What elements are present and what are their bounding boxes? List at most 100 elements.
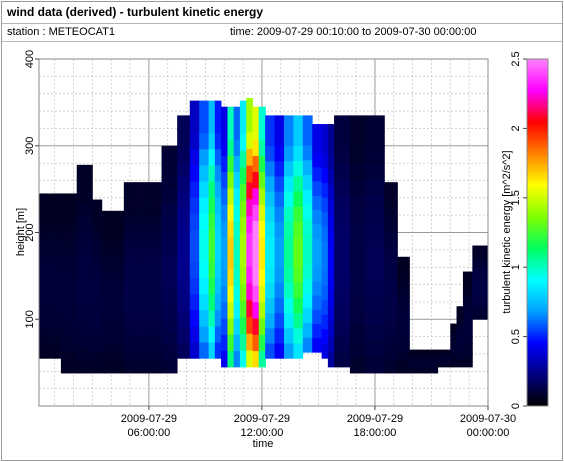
heatmap-cell [475, 305, 480, 311]
heatmap-cell [321, 197, 326, 213]
heatmap-cell [324, 167, 329, 184]
heatmap-cell [353, 260, 357, 277]
heatmap-cell [472, 314, 476, 320]
heatmap-cell [79, 177, 84, 192]
heatmap-cell [101, 251, 106, 262]
heatmap-cell [101, 312, 106, 323]
heatmap-cell [233, 155, 238, 173]
heatmap-cell [343, 194, 348, 211]
heatmap-cell [393, 277, 398, 290]
heatmap-cell [268, 312, 272, 329]
heatmap-cell [189, 116, 194, 134]
heatmap-cell [378, 212, 382, 229]
heatmap-cell [415, 367, 420, 370]
heatmap-cell [123, 182, 128, 195]
heatmap-cell [51, 203, 56, 215]
heatmap-cell [418, 365, 423, 368]
data-column [312, 124, 323, 353]
heatmap-cell [174, 159, 178, 175]
heatmap-cell [57, 244, 62, 256]
heatmap-cell [365, 276, 370, 293]
heatmap-cell [425, 368, 429, 371]
heatmap-cell [371, 212, 376, 229]
heatmap-cell [428, 364, 432, 367]
heatmap-cell [95, 351, 100, 363]
heatmap-cell [152, 253, 156, 267]
heatmap-cell [98, 362, 103, 374]
data-column [246, 98, 253, 368]
heatmap-cell [51, 193, 56, 205]
data-column [462, 271, 473, 368]
heatmap-cell [39, 214, 43, 225]
heatmap-cell [123, 241, 128, 255]
heatmap-cell [378, 131, 382, 148]
heatmap-cell [440, 358, 445, 360]
heatmap-cell [475, 259, 480, 265]
heatmap-cell [186, 206, 191, 223]
heatmap-cell [321, 167, 326, 184]
data-column [327, 124, 335, 368]
heatmap-cell [478, 296, 483, 302]
heatmap-cell [409, 351, 413, 353]
heatmap-cell [95, 362, 100, 374]
heatmap-cell [139, 325, 144, 338]
heatmap-cell [60, 328, 65, 340]
data-column [227, 106, 235, 368]
heatmap-cell [261, 188, 266, 205]
heatmap-cell [415, 358, 420, 361]
heatmap-cell [145, 325, 150, 338]
heatmap-cell [95, 286, 100, 298]
heatmap-cell [315, 252, 319, 268]
heatmap-cell [164, 174, 169, 189]
heatmap-cell [334, 335, 338, 352]
heatmap-cell [167, 358, 172, 374]
heatmap-cell [453, 329, 457, 333]
heatmap-cell [475, 263, 480, 269]
heatmap-cell [400, 329, 404, 338]
heatmap-cell [397, 322, 401, 330]
heatmap-cell [249, 249, 253, 267]
heatmap-cell [126, 337, 131, 350]
heatmap-cell [164, 287, 169, 303]
heatmap-cell [481, 296, 486, 302]
heatmap-cell [45, 317, 49, 328]
heatmap-cell [265, 145, 269, 162]
heatmap-cell [258, 269, 263, 287]
heatmap-cell [481, 314, 486, 320]
heatmap-cell [217, 165, 222, 182]
heatmap-cell [73, 294, 78, 307]
heatmap-cell [484, 305, 488, 311]
heatmap-cell [130, 253, 134, 267]
heatmap-cell [252, 301, 257, 319]
heatmap-cell [327, 321, 332, 337]
heatmap-cell [208, 197, 213, 214]
heatmap-cell [346, 335, 351, 352]
heatmap-cell [126, 361, 131, 374]
heatmap-cell [217, 132, 222, 150]
colorbar-tick-label: 2.5 [510, 51, 522, 66]
heatmap-cell [133, 229, 137, 243]
heatmap-cell [384, 206, 388, 219]
heatmap-cell [305, 278, 310, 294]
heatmap-cell [469, 271, 473, 278]
heatmap-cell [158, 337, 162, 350]
heatmap-cell [252, 188, 257, 205]
heatmap-cell [73, 316, 78, 329]
heatmap-cell [418, 367, 423, 370]
heatmap-cell [381, 131, 385, 148]
heatmap-cell [126, 253, 131, 267]
heatmap-cell [57, 265, 62, 277]
heatmap-cell [111, 291, 115, 303]
heatmap-cell [324, 270, 329, 286]
heatmap-cell [334, 178, 338, 195]
heatmap-cell [324, 343, 329, 359]
heatmap-cell [437, 350, 442, 353]
heatmap-cell [217, 326, 222, 343]
heatmap-cell [309, 189, 313, 205]
heatmap-cell [343, 319, 348, 336]
heatmap-cell [415, 356, 420, 359]
heatmap-cell [287, 236, 291, 253]
heatmap-cell [51, 255, 56, 266]
heatmap-cell [95, 264, 100, 276]
heatmap-cell [299, 343, 304, 359]
